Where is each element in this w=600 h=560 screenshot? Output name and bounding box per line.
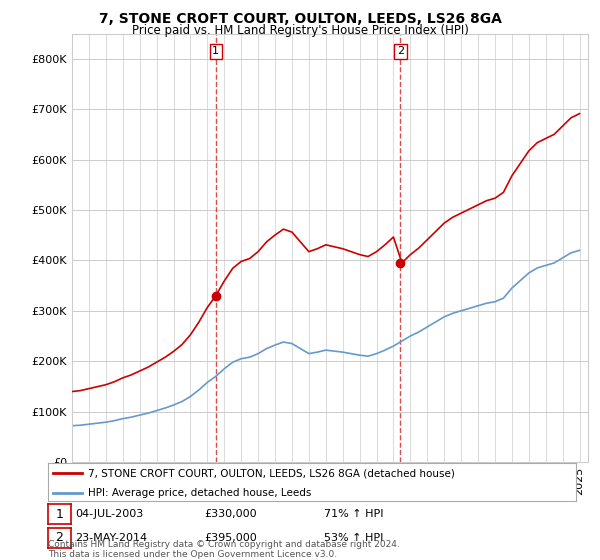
Text: 2: 2 <box>55 531 64 544</box>
Text: Price paid vs. HM Land Registry's House Price Index (HPI): Price paid vs. HM Land Registry's House … <box>131 24 469 37</box>
Text: 7, STONE CROFT COURT, OULTON, LEEDS, LS26 8GA (detached house): 7, STONE CROFT COURT, OULTON, LEEDS, LS2… <box>88 468 454 478</box>
Text: £330,000: £330,000 <box>204 509 257 519</box>
Text: 23-MAY-2014: 23-MAY-2014 <box>75 533 147 543</box>
Text: 53% ↑ HPI: 53% ↑ HPI <box>324 533 383 543</box>
Text: 1: 1 <box>212 46 220 57</box>
Text: 1: 1 <box>55 507 64 521</box>
Text: £395,000: £395,000 <box>204 533 257 543</box>
Text: 7, STONE CROFT COURT, OULTON, LEEDS, LS26 8GA: 7, STONE CROFT COURT, OULTON, LEEDS, LS2… <box>98 12 502 26</box>
Text: Contains HM Land Registry data © Crown copyright and database right 2024.
This d: Contains HM Land Registry data © Crown c… <box>48 540 400 559</box>
Text: 2: 2 <box>397 46 404 57</box>
Text: HPI: Average price, detached house, Leeds: HPI: Average price, detached house, Leed… <box>88 488 311 498</box>
Text: 71% ↑ HPI: 71% ↑ HPI <box>324 509 383 519</box>
Text: 04-JUL-2003: 04-JUL-2003 <box>75 509 143 519</box>
